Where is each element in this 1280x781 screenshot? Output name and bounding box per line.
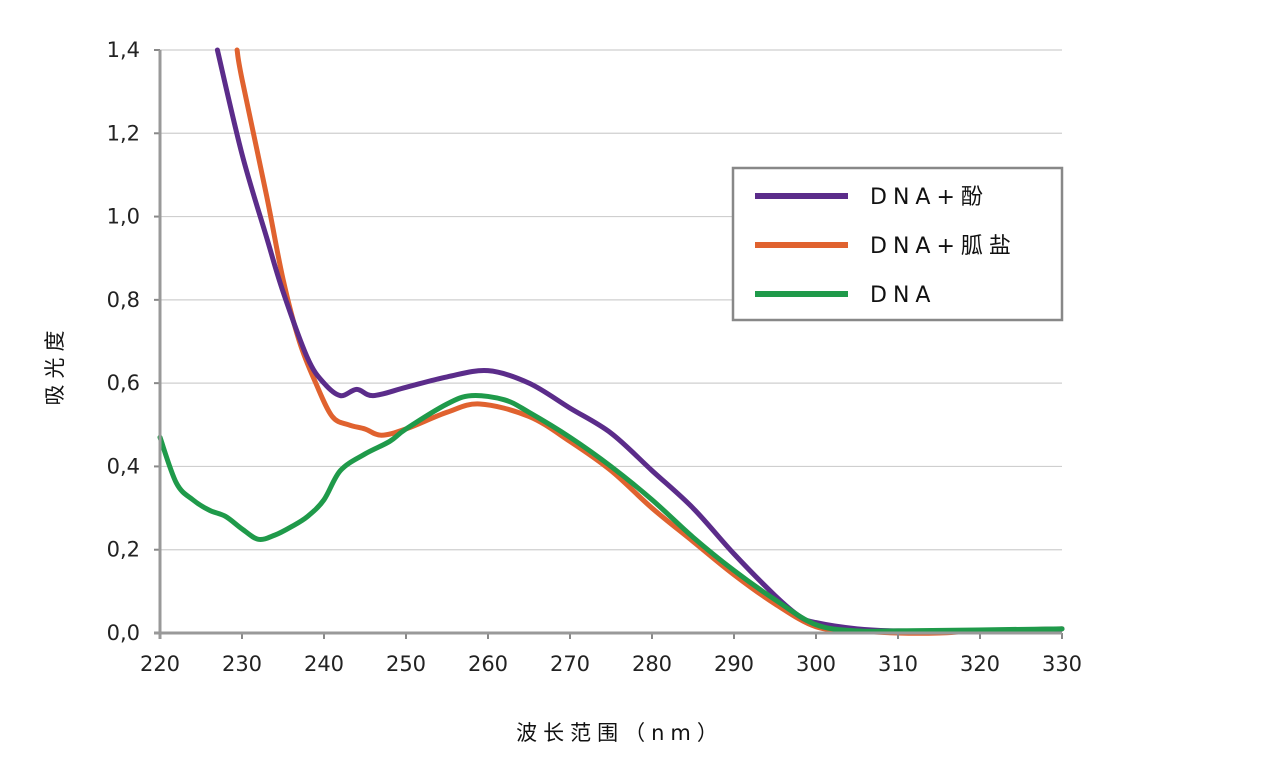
y-tick-label: 0,8 <box>107 288 140 312</box>
legend-label: DNA <box>870 283 936 308</box>
y-axis-label: 吸光度 <box>43 325 67 406</box>
series-dna-line <box>157 393 1065 634</box>
grid <box>160 49 1062 551</box>
series-dna-guanidine-line <box>234 47 1065 636</box>
x-tick-label: 240 <box>304 652 344 676</box>
x-tick-label: 260 <box>468 652 508 676</box>
x-tick-label: 280 <box>632 652 672 676</box>
series-dna-phenol-line <box>214 47 1065 634</box>
y-tick-label: 1,2 <box>107 121 140 145</box>
x-tick-label: 230 <box>222 652 262 676</box>
legend-label: DNA+酚 <box>870 185 989 210</box>
x-tick-label: 220 <box>140 652 180 676</box>
x-tick-label: 250 <box>386 652 426 676</box>
y-tick-label: 0,4 <box>107 454 140 478</box>
y-tick-label: 0,2 <box>107 538 140 562</box>
legend-label: DNA+胍盐 <box>870 234 1017 259</box>
series-lines <box>157 47 1065 636</box>
legend: DNA+酚 DNA+胍盐 DNA <box>731 166 1064 322</box>
x-tick-label: 320 <box>960 652 1000 676</box>
y-tick-label: 0,6 <box>107 371 140 395</box>
axes <box>154 49 1063 639</box>
x-tick-label: 290 <box>714 652 754 676</box>
x-tick-label: 300 <box>796 652 836 676</box>
x-tick-label: 330 <box>1042 652 1082 676</box>
x-tick-label: 310 <box>878 652 918 676</box>
y-tick-label: 1,0 <box>107 205 140 229</box>
x-tick-label: 270 <box>550 652 590 676</box>
x-axis-label: 波长范围（nm） <box>516 721 724 745</box>
y-tick-label: 1,4 <box>107 38 140 62</box>
y-tick-label: 0,0 <box>107 621 140 645</box>
tick-labels: 0,0 0,2 0,4 0,6 0,8 1,0 1,2 1,4 220 230 240 250 260 2… <box>107 38 1082 676</box>
